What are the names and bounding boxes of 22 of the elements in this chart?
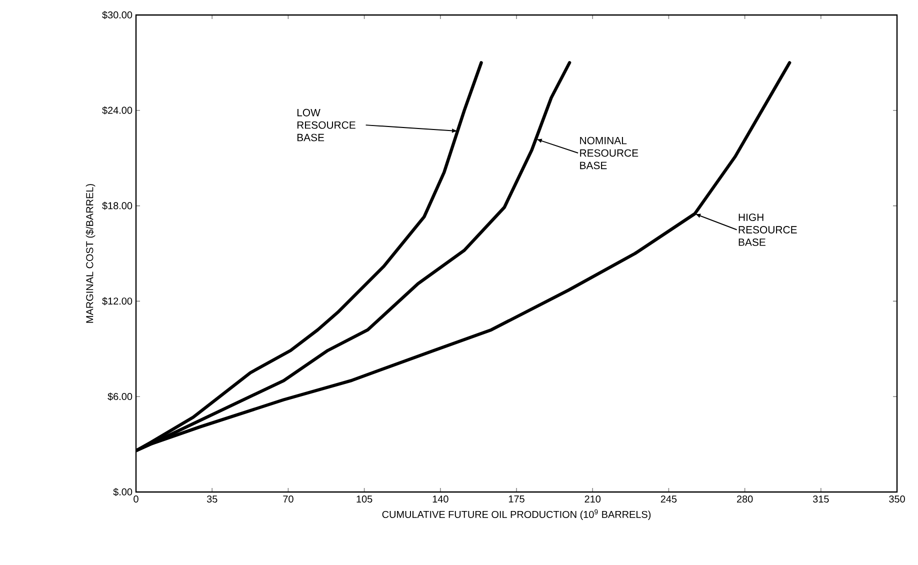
annotation: NOMINAL RESOURCE BASE xyxy=(580,136,638,170)
y-tick-label: $.00 xyxy=(113,488,132,496)
y-tick-label: $24.00 xyxy=(102,106,132,114)
x-tick-label: 315 xyxy=(812,496,829,503)
x-tick-label: 105 xyxy=(356,496,372,503)
x-tick-label: 350 xyxy=(889,496,905,503)
annotation: HIGH RESOURCE BASE xyxy=(738,214,797,246)
y-tick-label: $6.00 xyxy=(108,392,132,401)
annotation: LOW RESOURCE BASE xyxy=(297,108,356,142)
x-tick-label: 35 xyxy=(206,496,218,503)
y-tick-label: $30.00 xyxy=(102,10,132,20)
y-tick-label: $12.00 xyxy=(102,297,132,306)
x-tick-label: 245 xyxy=(660,496,677,503)
x-tick-label: 140 xyxy=(432,496,448,503)
x-tick-label: 70 xyxy=(283,496,294,503)
x-axis-title: CUMULATIVE FUTURE OIL PRODUCTION (10$^{9}$ BARRELS) xyxy=(382,509,651,520)
x-tick-label: 210 xyxy=(584,496,601,503)
y-axis-title: MARGINAL COST ($/BARREL) xyxy=(86,184,96,323)
x-tick-label: 175 xyxy=(508,496,524,502)
y-tick-label: $18.00 xyxy=(102,202,132,210)
x-tick-label: 0 xyxy=(134,496,138,503)
x-tick-label: 280 xyxy=(736,496,753,503)
